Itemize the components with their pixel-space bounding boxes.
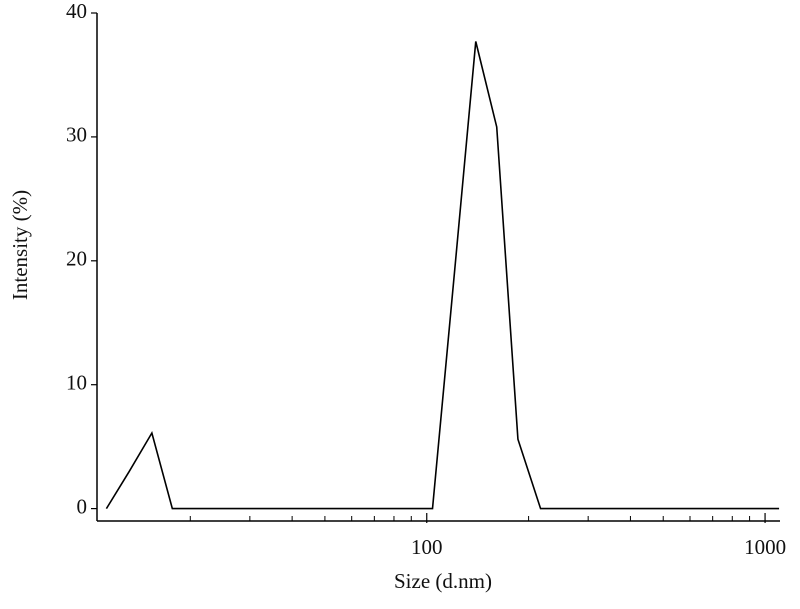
y-tick-label: 0 bbox=[77, 494, 88, 518]
x-axis-label: Size (d.nm) bbox=[394, 569, 492, 593]
y-axis-label: Intensity (%) bbox=[8, 190, 32, 300]
x-tick-label: 100 bbox=[411, 535, 443, 559]
y-tick-label: 20 bbox=[66, 247, 87, 271]
y-tick-label: 10 bbox=[66, 371, 87, 395]
x-tick-label: 1000 bbox=[744, 535, 786, 559]
data-line bbox=[105, 41, 780, 510]
y-tick-label: 30 bbox=[66, 123, 87, 147]
y-tick-label: 40 bbox=[66, 0, 87, 23]
